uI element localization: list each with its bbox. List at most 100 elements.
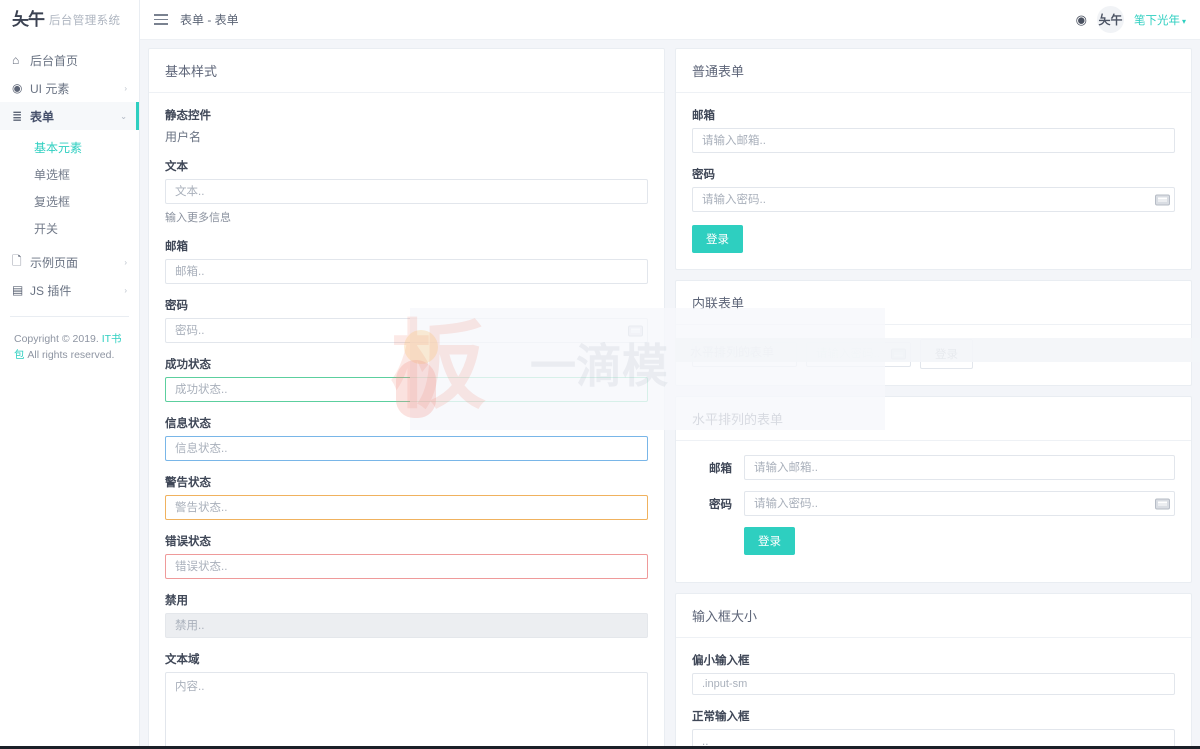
sidebar-item-label: JS 插件 [30, 283, 72, 298]
right-column: 普通表单 邮箱 密码 登录 [675, 48, 1192, 749]
sidebar-item-label: 后台首页 [30, 53, 79, 68]
info-input[interactable] [165, 436, 648, 461]
email-input[interactable] [744, 455, 1175, 480]
home-icon: ⌂ [12, 53, 20, 67]
chevron-right-icon: › [124, 257, 127, 267]
password-input[interactable] [692, 187, 1175, 212]
email-input[interactable] [165, 259, 648, 284]
chevron-down-icon: ⌄ [120, 111, 127, 121]
sidebar-subitem-checkbox[interactable]: 复选框 [34, 195, 71, 209]
keyboard-icon[interactable] [1155, 194, 1170, 205]
disabled-input [165, 613, 648, 638]
chevron-right-icon: › [124, 83, 127, 93]
user-menu[interactable]: 笔下光年 ▾ [1134, 12, 1186, 28]
email-input[interactable] [692, 128, 1175, 153]
field-label: 文本域 [165, 654, 200, 666]
normal-input[interactable] [692, 729, 1175, 749]
field-control: 登录 [744, 527, 1175, 555]
card-basic-style: 基本样式 静态控件 用户名 文本 输入更多信息 邮箱 [148, 48, 665, 749]
sidebar-item-ui-elements[interactable]: ◉ UI 元素 › [0, 74, 139, 102]
chevron-down-icon: ▾ [1181, 16, 1186, 26]
left-column: 基本样式 静态控件 用户名 文本 输入更多信息 邮箱 [148, 48, 665, 749]
error-input[interactable] [165, 554, 648, 579]
field-label: 邮箱 [692, 110, 715, 122]
copyright-link[interactable]: IT书包 [14, 333, 122, 362]
password-wrapper [744, 491, 1175, 516]
sidebar-subitem-switch[interactable]: 开关 [34, 222, 59, 236]
field-label: 错误状态 [165, 536, 211, 548]
small-input[interactable] [692, 673, 1175, 695]
static-value: 用户名 [165, 130, 202, 144]
palette-icon[interactable]: ◉ [1075, 11, 1087, 27]
login-button[interactable]: 登录 [920, 339, 973, 369]
password-input[interactable] [744, 491, 1175, 516]
keyboard-icon[interactable] [628, 325, 643, 336]
sidebar-item-label: UI 元素 [30, 81, 70, 96]
keyboard-icon[interactable] [891, 348, 906, 360]
sidebar-subitem-radio[interactable]: 单选框 [34, 168, 71, 182]
keyboard-icon[interactable] [1155, 498, 1170, 509]
password-input[interactable] [165, 318, 648, 343]
text-input[interactable] [165, 179, 648, 204]
brand-logo[interactable]: 夨午 后台管理系统 [0, 0, 139, 40]
avatar[interactable]: 夨午 [1096, 6, 1124, 33]
email-input[interactable] [692, 341, 797, 367]
login-button[interactable]: 登录 [692, 225, 743, 253]
field-static: 静态控件 用户名 [165, 107, 648, 145]
login-button[interactable]: 登录 [744, 527, 795, 555]
field-success: 成功状态 [165, 356, 648, 402]
success-input[interactable] [165, 377, 648, 402]
field-error: 错误状态 [165, 533, 648, 579]
field-label: 偏小输入框 [692, 655, 750, 667]
field-label: 文本 [165, 161, 188, 173]
copyright-suffix: All rights reserved. [24, 349, 115, 362]
sidebar-subnav-forms: 基本元素 单选框 复选框 开关 [0, 130, 139, 248]
sidebar-divider [10, 316, 129, 317]
username-label: 笔下光年 [1133, 14, 1180, 27]
password-wrapper [806, 341, 911, 367]
copyright-text: Copyright © 2019. IT书包 All rights reserv… [0, 317, 139, 364]
palette-icon: ◉ [12, 81, 23, 95]
field-info: 信息状态 [165, 415, 648, 461]
field-helper-text: 输入更多信息 [165, 212, 231, 224]
sidebar-item-example-pages[interactable]: 🗋 示例页面 › [0, 248, 139, 276]
field-password: 密码 [165, 297, 648, 343]
field-disabled: 禁用 [165, 592, 648, 638]
card-body: 登录 [676, 325, 1191, 385]
field-label: 邮箱 [165, 241, 188, 253]
sidebar-item-label: 表单 [30, 109, 55, 124]
warning-input[interactable] [165, 495, 648, 520]
field-control [744, 455, 1175, 480]
topbar-actions: ◉ 夨午 笔下光年 ▾ [1076, 6, 1200, 33]
field-label: 邮箱 [709, 462, 732, 475]
card-title: 内联表单 [676, 281, 1191, 325]
page-icon: 🗋 [12, 253, 22, 268]
sidebar-item-forms[interactable]: ≣ 表单 ⌄ [0, 102, 139, 130]
card-normal-form: 普通表单 邮箱 密码 登录 [675, 48, 1192, 270]
textarea-input[interactable] [165, 672, 648, 749]
sidebar-item-js-plugins[interactable]: ▤ JS 插件 › [0, 276, 139, 304]
field-normal-input: 正常输入框 [692, 708, 1175, 749]
field-email: 邮箱 [165, 238, 648, 284]
field-warning: 警告状态 [165, 474, 648, 520]
sidebar-subitem-basic-elements[interactable]: 基本元素 [34, 141, 83, 155]
card-input-size: 输入框大小 偏小输入框 正常输入框 大输入框 调整列（ [675, 593, 1192, 749]
topbar: 表单 - 表单 ◉ 夨午 笔下光年 ▾ [140, 0, 1200, 40]
brand-title: 后台管理系统 [49, 15, 121, 27]
password-wrapper [165, 318, 648, 343]
card-body: 邮箱 密码 [676, 441, 1191, 582]
field-control [744, 491, 1175, 516]
card-horizontal-form: 水平排列的表单 邮箱 密码 [675, 396, 1192, 583]
card-title: 普通表单 [676, 49, 1191, 93]
sidebar-item-home[interactable]: ⌂ 后台首页 [0, 46, 139, 74]
sidebar: 夨午 后台管理系统 ⌂ 后台首页 ◉ UI 元素 › ≣ 表单 ⌄ 基本元素 单… [0, 0, 140, 749]
menu-toggle-icon[interactable] [154, 11, 168, 28]
sidebar-nav: ⌂ 后台首页 ◉ UI 元素 › ≣ 表单 ⌄ 基本元素 单选框 复选框 开关 … [0, 40, 139, 304]
field-email: 邮箱 [692, 455, 1175, 480]
card-body: 邮箱 密码 登录 [676, 93, 1191, 269]
field-text: 文本 输入更多信息 [165, 158, 648, 225]
card-title: 输入框大小 [676, 594, 1191, 638]
field-label: 信息状态 [165, 418, 211, 430]
chevron-right-icon: › [124, 285, 127, 295]
